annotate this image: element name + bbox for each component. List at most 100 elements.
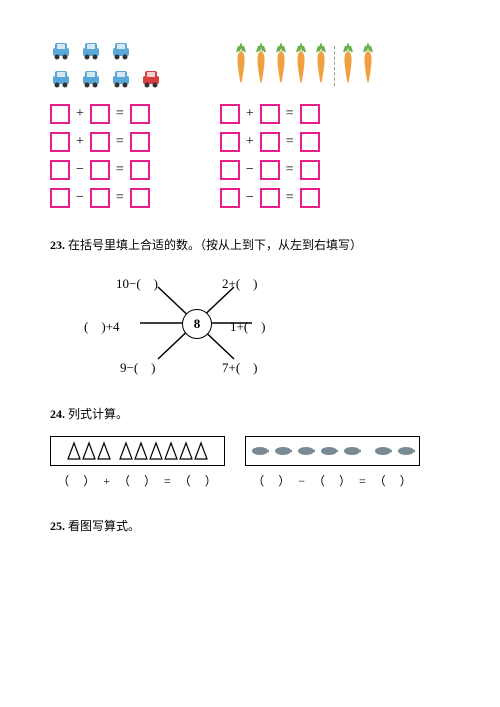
op-label: −	[76, 190, 84, 206]
equation-row: +=	[220, 132, 320, 152]
arm-ml: ( )+4	[84, 316, 120, 335]
answer-box[interactable]	[300, 160, 320, 180]
answer-box[interactable]	[50, 160, 70, 180]
arm-tl: 10−( )	[116, 273, 158, 292]
car-icon	[80, 68, 102, 92]
answer-box[interactable]	[220, 132, 240, 152]
problem22-icons	[50, 40, 450, 92]
answer-box[interactable]	[220, 188, 240, 208]
equation-row: −=	[50, 188, 150, 208]
problem22-equations: += += −= −= += += −= −=	[50, 104, 450, 208]
fish-icon	[250, 444, 269, 458]
eq-column-right: += += −= −=	[220, 104, 320, 208]
answer-box[interactable]	[90, 188, 110, 208]
answer-box[interactable]	[50, 132, 70, 152]
arm-tr: 2+( )	[222, 273, 258, 292]
fish-icon	[273, 444, 292, 458]
equation-row: +=	[220, 104, 320, 124]
answer-box[interactable]	[130, 104, 150, 124]
problem-text: 在括号里填上合适的数。（按从上到下，从左到右填写）	[68, 238, 362, 252]
eq-label: =	[286, 106, 294, 122]
eq-label: =	[286, 134, 294, 150]
car-icon	[110, 40, 132, 64]
carrot-icon	[312, 43, 330, 89]
blank-equation: （ ） + （ ） = （ ）	[50, 472, 225, 489]
fish-icon	[373, 444, 392, 458]
op-label: +	[76, 106, 84, 122]
triangle-icon	[97, 441, 111, 461]
problem-number: 25.	[50, 519, 65, 533]
answer-box[interactable]	[220, 104, 240, 124]
problem-text: 看图写算式。	[68, 519, 140, 533]
problem23-heading: 23. 在括号里填上合适的数。（按从上到下，从左到右填写）	[50, 236, 450, 253]
problem-number: 24.	[50, 407, 65, 421]
triangle-icon	[164, 441, 178, 461]
triangles-frame	[50, 436, 225, 466]
car-grid	[50, 40, 162, 92]
problem24-heading: 24. 列式计算。	[50, 405, 450, 422]
answer-box[interactable]	[50, 188, 70, 208]
equation-row: −=	[50, 160, 150, 180]
fish-icon	[319, 444, 338, 458]
answer-box[interactable]	[90, 104, 110, 124]
answer-box[interactable]	[260, 104, 280, 124]
arm-br: 7+( )	[222, 357, 258, 376]
carrot-row	[232, 40, 377, 92]
problem-text: 列式计算。	[68, 407, 128, 421]
answer-box[interactable]	[300, 132, 320, 152]
arm-mr: 1+( )	[230, 316, 266, 335]
arm-bl: 9−( )	[120, 357, 156, 376]
carrot-icon	[272, 43, 290, 89]
fish-icon	[296, 444, 315, 458]
car-icon	[80, 40, 102, 64]
op-label: +	[246, 106, 254, 122]
triangle-icon	[119, 441, 133, 461]
car-icon	[50, 68, 72, 92]
divider-icon	[334, 46, 335, 86]
carrot-icon	[292, 43, 310, 89]
op-label: −	[76, 162, 84, 178]
eq-label: =	[116, 190, 124, 206]
triangle-icon	[134, 441, 148, 461]
answer-box[interactable]	[300, 104, 320, 124]
fish-frame	[245, 436, 420, 466]
answer-box[interactable]	[90, 132, 110, 152]
equation-row: −=	[220, 188, 320, 208]
answer-box[interactable]	[300, 188, 320, 208]
car-icon	[110, 68, 132, 92]
eq-column-left: += += −= −=	[50, 104, 150, 208]
problem24-body: （ ） + （ ） = （ ） （ ） − （ ） = （ ）	[50, 436, 450, 489]
center-value: 8	[182, 309, 212, 339]
answer-box[interactable]	[260, 188, 280, 208]
eq-label: =	[116, 106, 124, 122]
carrot-icon	[252, 43, 270, 89]
op-label: −	[246, 190, 254, 206]
op-label: −	[246, 162, 254, 178]
op-label: +	[246, 134, 254, 150]
answer-box[interactable]	[260, 160, 280, 180]
eq-label: =	[286, 190, 294, 206]
fish-panel: （ ） − （ ） = （ ）	[245, 436, 420, 489]
equation-row: +=	[50, 132, 150, 152]
blank-equation: （ ） − （ ） = （ ）	[245, 472, 420, 489]
eq-label: =	[286, 162, 294, 178]
carrot-icon	[232, 43, 250, 89]
eq-label: =	[116, 162, 124, 178]
answer-box[interactable]	[130, 160, 150, 180]
fish-icon	[342, 444, 361, 458]
answer-box[interactable]	[260, 132, 280, 152]
problem-number: 23.	[50, 238, 65, 252]
answer-box[interactable]	[90, 160, 110, 180]
triangle-icon	[194, 441, 208, 461]
fish-icon	[396, 444, 415, 458]
answer-box[interactable]	[130, 132, 150, 152]
op-label: +	[76, 134, 84, 150]
problem25-heading: 25. 看图写算式。	[50, 517, 450, 534]
answer-box[interactable]	[50, 104, 70, 124]
triangle-icon	[82, 441, 96, 461]
eq-label: =	[116, 134, 124, 150]
carrot-icon	[359, 43, 377, 89]
answer-box[interactable]	[130, 188, 150, 208]
answer-box[interactable]	[220, 160, 240, 180]
spider-diagram: 8 10−( ) 2+( ) ( )+4 1+( ) 9−( ) 7+( )	[80, 267, 310, 377]
